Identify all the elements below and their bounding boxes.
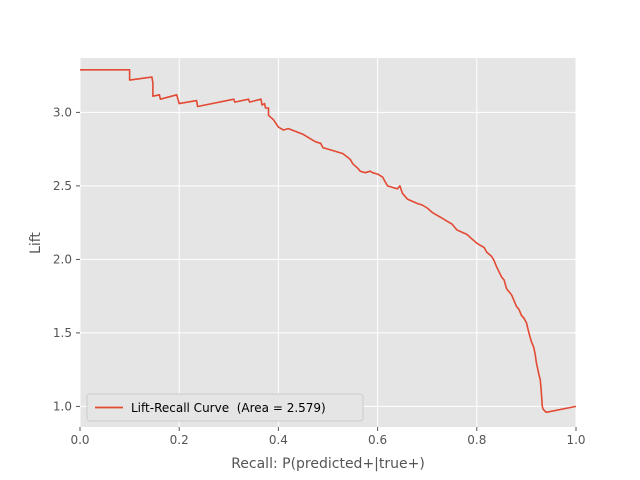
x-axis-label: Recall: P(predicted+|true+) [231,456,425,472]
y-tick-label: 1.0 [53,399,72,413]
x-tick-label: 0.6 [368,433,387,447]
y-tick-label: 2.0 [53,252,72,266]
x-axis-ticks: 0.0 0.2 0.4 0.6 0.8 1.0 [70,427,586,447]
y-tick-label: 1.5 [53,326,72,340]
y-axis-label: Lift [28,232,44,254]
plot-background [80,58,576,427]
y-axis-ticks: 1.0 1.5 2.0 2.5 3.0 [53,105,80,413]
y-tick-label: 2.5 [53,179,72,193]
lift-recall-series-line [80,69,577,414]
x-tick-label: 0.8 [467,433,486,447]
legend-box [86,393,364,422]
x-tick-label: 0.2 [170,433,189,447]
y-tick-label: 3.0 [53,105,72,119]
x-tick-label: 0.0 [70,433,89,447]
legend: Lift-Recall Curve (Area = 2.579) [86,393,364,422]
legend-label: Lift-Recall Curve (Area = 2.579) [131,401,326,415]
x-tick-label: 1.0 [566,433,585,447]
series-layer [80,69,577,414]
x-tick-label: 0.4 [269,433,288,447]
